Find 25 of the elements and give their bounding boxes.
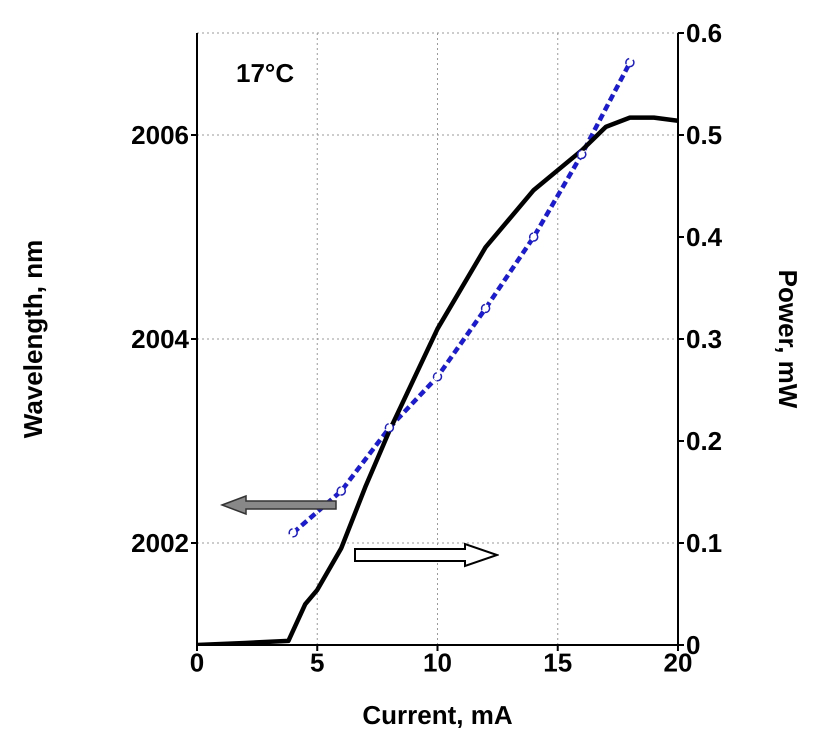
x-axis-title: Current, mA: [362, 700, 513, 730]
point: [480, 304, 490, 314]
point: [577, 150, 587, 160]
annotation: 17°C: [236, 58, 294, 89]
y2-tick-label: 0.4: [686, 222, 723, 252]
y2-tick-label: 0.2: [686, 426, 722, 456]
point: [336, 486, 346, 496]
point: [432, 372, 442, 382]
y-tick-label: 2002: [131, 528, 189, 558]
point: [625, 58, 635, 68]
y2-axis-title: Power, mW: [772, 270, 803, 409]
point: [528, 232, 538, 242]
y2-tick-label: 0.6: [686, 18, 722, 48]
y-tick-label: 2004: [131, 324, 190, 354]
x-tick-label: 15: [543, 647, 572, 678]
y-axis-title: Wavelength, nm: [18, 240, 48, 438]
y2-tick-label: 0.5: [686, 120, 722, 150]
point: [288, 528, 298, 538]
y2-tick-label: 0.3: [686, 324, 722, 354]
x-tick-label: 0: [190, 647, 204, 678]
y2-tick-label: 0.1: [686, 528, 722, 558]
x-tick-label: 5: [310, 647, 324, 678]
point: [384, 422, 394, 432]
x-tick-label: 10: [423, 647, 452, 678]
y-tick-label: 2006: [131, 120, 189, 150]
